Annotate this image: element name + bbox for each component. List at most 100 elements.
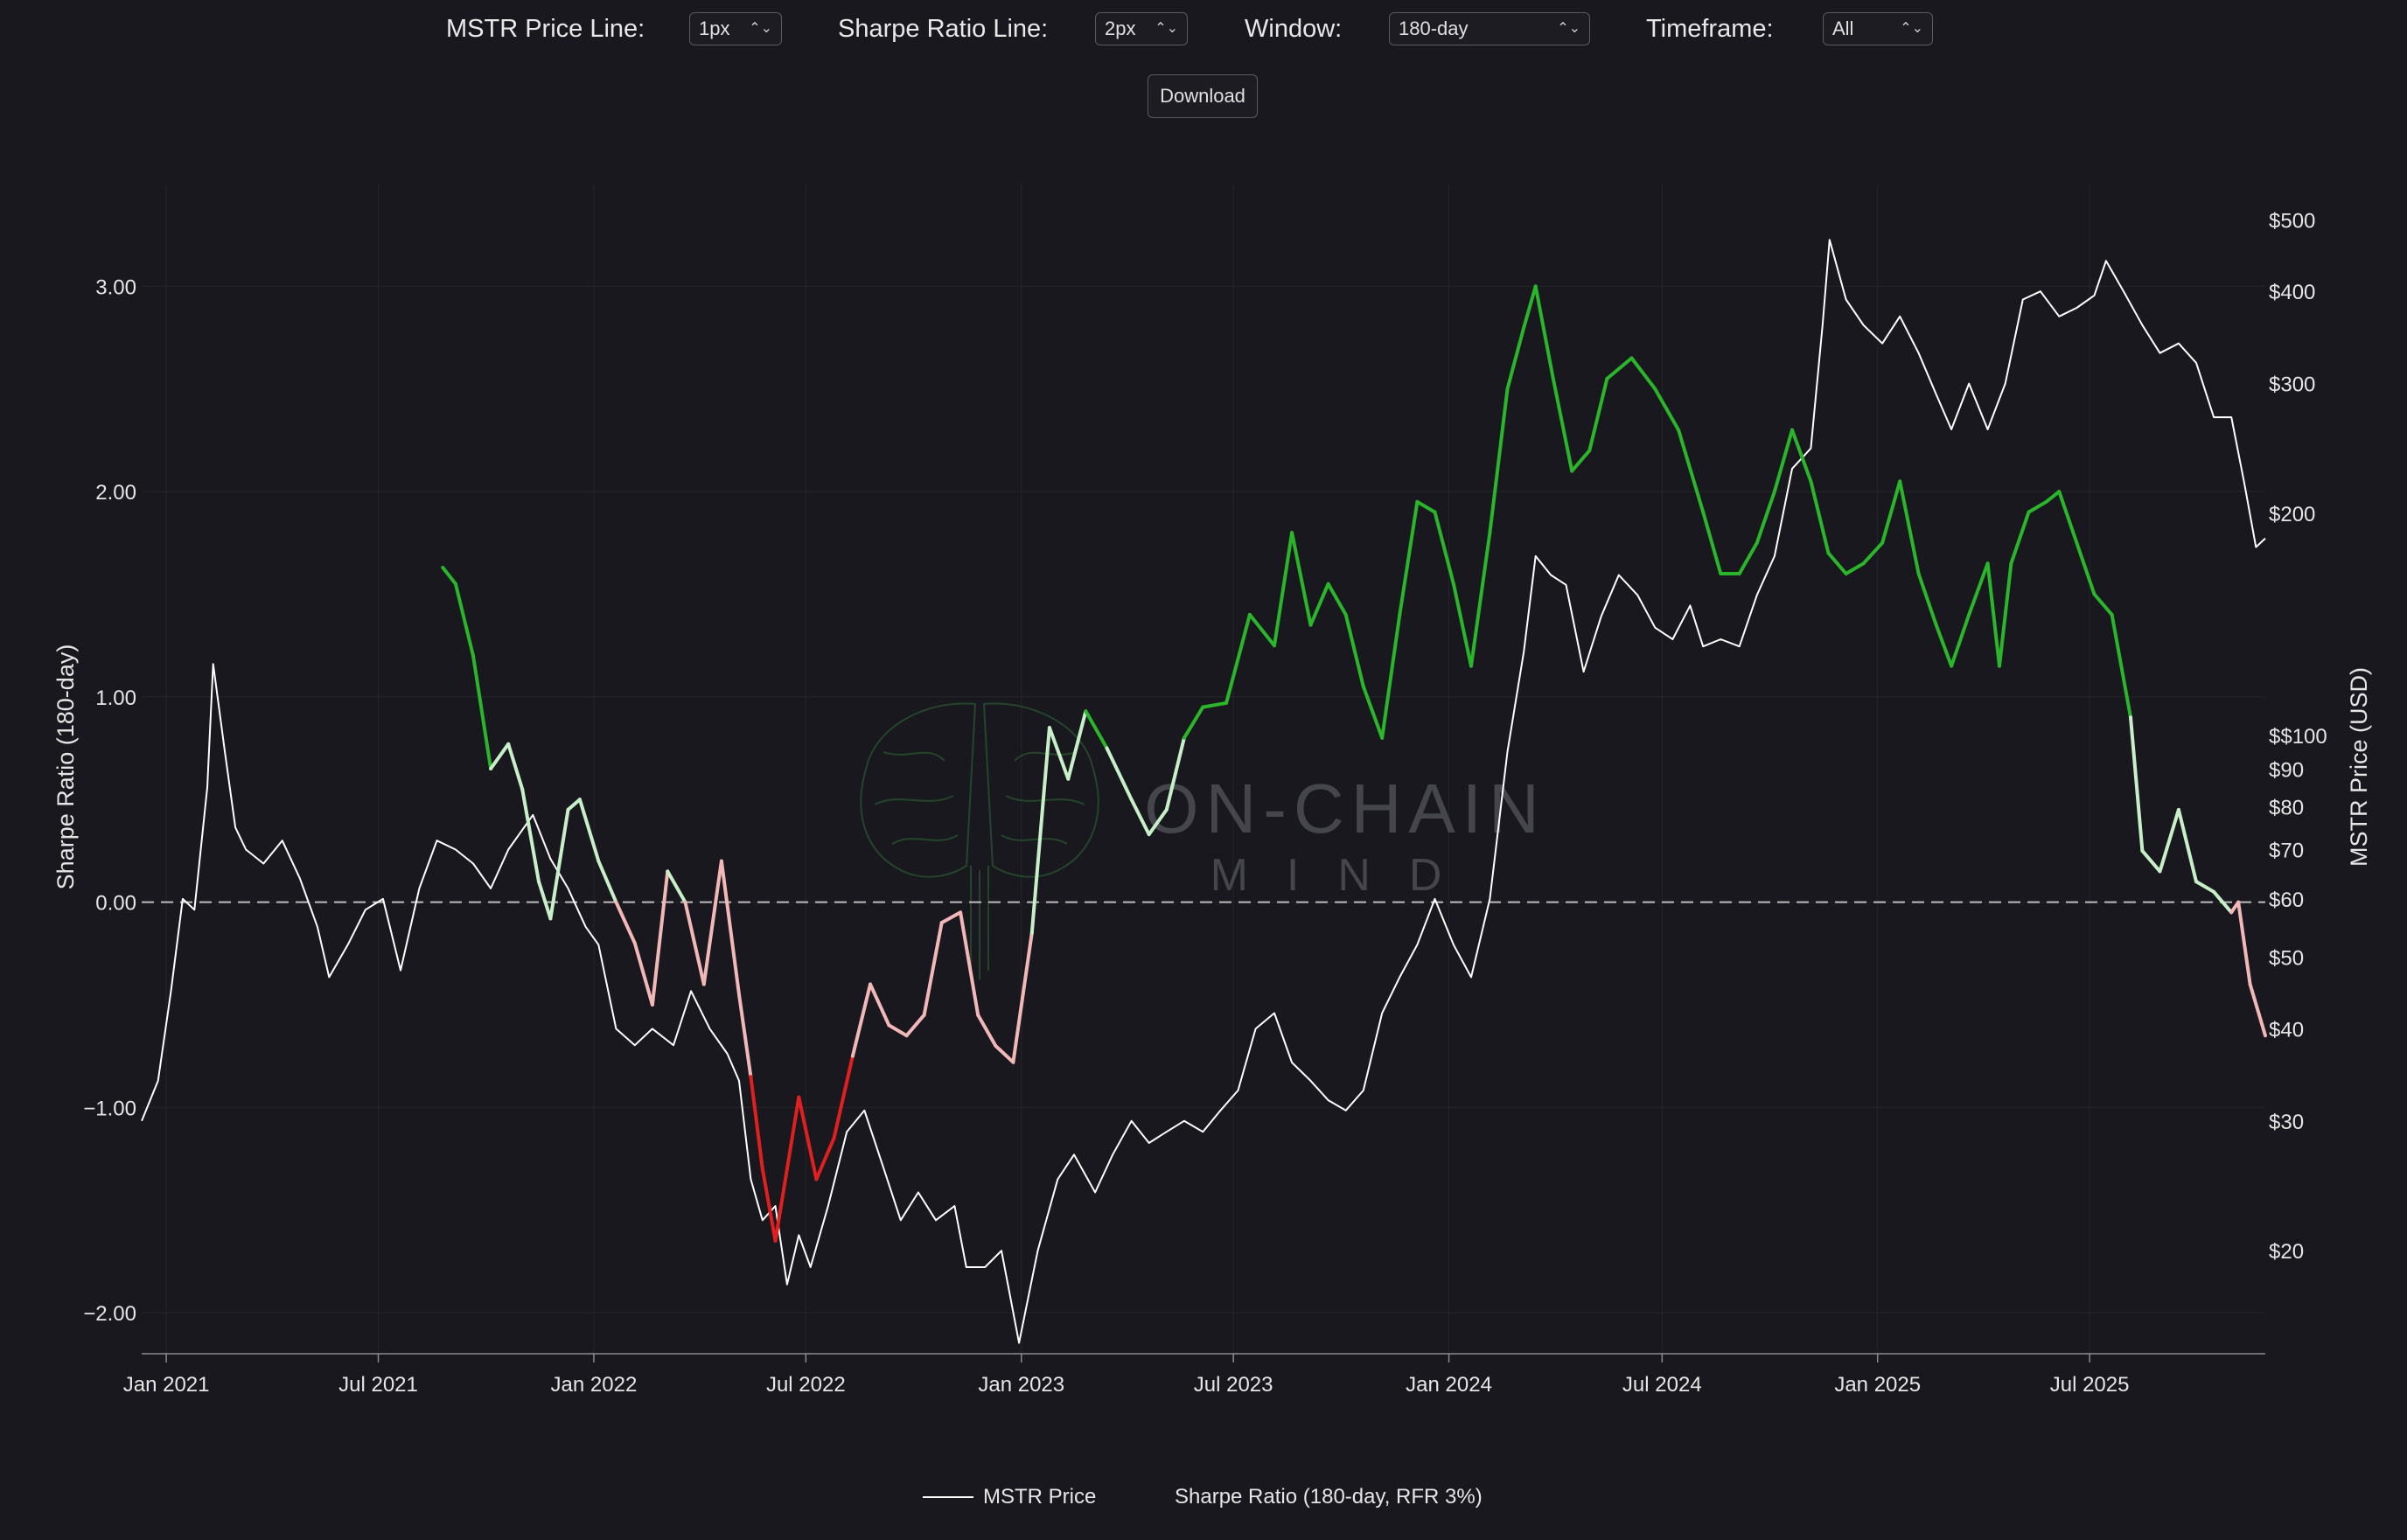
- y2-axis-label: MSTR Price (USD): [2346, 667, 2372, 867]
- y2-tick-label: $40: [2269, 1018, 2304, 1042]
- y2-tick-label: $30: [2269, 1111, 2304, 1134]
- sharpe-segment: [1998, 561, 2013, 668]
- sharpe-segment: [1224, 612, 1252, 705]
- timeframe-select[interactable]: All ⌃⌄: [1823, 12, 1933, 45]
- x-tick-label: Jan 2022: [551, 1373, 638, 1397]
- sharpe-segment: [1247, 612, 1276, 648]
- sharpe-segment: [2158, 807, 2180, 874]
- sharpe-line-label: Sharpe Ratio Line:: [838, 15, 1049, 43]
- sharpe-segment: [1488, 387, 1510, 535]
- legend-price-label: MSTR Price: [983, 1485, 1097, 1509]
- price-line-label: MSTR Price Line:: [446, 15, 645, 43]
- x-tick-label: Jul 2023: [1194, 1373, 1273, 1397]
- window-select[interactable]: 180-day ⌃⌄: [1389, 12, 1590, 45]
- y2-tick-label: $500: [2269, 210, 2315, 233]
- sharpe-segment: [904, 1013, 926, 1038]
- sharpe-segment: [566, 798, 582, 812]
- y2-tick-label: $80: [2269, 797, 2304, 820]
- y-axis-label: Sharpe Ratio (180-day): [52, 645, 79, 890]
- sharpe-line-select[interactable]: 2px ⌃⌄: [1095, 12, 1188, 45]
- sharpe-segment: [2110, 612, 2132, 720]
- y-tick-label: 2.00: [95, 481, 136, 505]
- chart-legend: MSTR Price Sharpe Ratio (180-day, RFR 3%…: [0, 1482, 2407, 1512]
- sharpe-segment: [548, 807, 570, 921]
- x-tick-label: Jul 2025: [2050, 1373, 2130, 1397]
- sharpe-segment: [939, 910, 963, 925]
- sharpe-segment: [814, 1136, 836, 1181]
- sharpe-segment: [1533, 284, 1555, 380]
- price-series: [141, 239, 2266, 1344]
- sharpe-segment: [1129, 798, 1151, 837]
- sharpe-segment: [2027, 499, 2048, 514]
- sharpe-segment: [666, 869, 687, 904]
- sharpe-segment: [1398, 499, 1420, 617]
- sharpe-segment: [2194, 880, 2216, 894]
- sharpe-segment: [577, 798, 601, 863]
- sharpe-segment: [2176, 807, 2198, 884]
- x-tick-label: Jul 2022: [766, 1373, 846, 1397]
- price-line-select[interactable]: 1px ⌃⌄: [689, 12, 782, 45]
- sharpe-segment: [1326, 582, 1348, 617]
- sharpe-segment: [1164, 735, 1186, 812]
- watermark: ON-CHAIN MIND: [860, 702, 1546, 979]
- sharpe-segment: [683, 900, 706, 986]
- watermark-line1: ON-CHAIN: [1144, 770, 1546, 847]
- up-down-chevron-icon: ⌃⌄: [1155, 21, 1178, 36]
- sharpe-segment: [614, 900, 637, 945]
- sharpe-segment: [760, 1167, 778, 1243]
- sharpe-segment: [832, 1054, 855, 1140]
- sharpe-segment: [1790, 428, 1813, 484]
- sharpe-segment: [1701, 510, 1723, 575]
- sharpe-segment: [1522, 284, 1538, 330]
- y2-tick-label: $200: [2269, 503, 2315, 526]
- x-tick-label: Jan 2023: [978, 1373, 1064, 1397]
- price-line: [141, 239, 2266, 1344]
- sharpe-segment: [1653, 387, 1681, 432]
- sharpe-segment: [1570, 449, 1592, 473]
- sharpe-segment: [994, 1043, 1015, 1064]
- sharpe-segment: [1273, 531, 1294, 648]
- y2-tick-label: $70: [2269, 839, 2304, 862]
- up-down-chevron-icon: ⌃⌄: [1557, 21, 1580, 36]
- sharpe-segment: [1433, 510, 1455, 586]
- sharpe-segment: [1147, 807, 1169, 837]
- sharpe-segment: [1343, 612, 1365, 689]
- sharpe-segment: [2212, 889, 2234, 915]
- sharpe-segment: [2236, 900, 2252, 986]
- price-line-select-value: 1px: [699, 17, 730, 39]
- chart-controls: MSTR Price Line: 1px ⌃⌄ Sharpe Ratio Lin…: [0, 10, 2407, 63]
- window-select-value: 180-day: [1399, 17, 1469, 39]
- sharpe-segment: [1844, 561, 1866, 575]
- up-down-chevron-icon: ⌃⌄: [1900, 21, 1923, 36]
- sharpe-segment: [2009, 510, 2031, 566]
- sharpe-segment: [2044, 490, 2062, 504]
- sharpe-segment: [1308, 582, 1330, 627]
- sharpe-segment: [1505, 325, 1526, 391]
- sharpe-segment: [1551, 377, 1574, 473]
- sharpe-segment: [1677, 428, 1706, 514]
- sharpe-segment: [506, 742, 525, 791]
- sharpe-line-select-value: 2px: [1105, 17, 1136, 39]
- y2-tick-label: $90: [2269, 758, 2304, 782]
- sharpe-segment: [1066, 709, 1088, 781]
- sharpe-segment: [1737, 540, 1759, 575]
- legend-price-swatch: [923, 1496, 973, 1498]
- sharpe-segment: [1950, 612, 1971, 668]
- sharpe-segment: [1105, 746, 1134, 802]
- sharpe-segment: [632, 941, 654, 1007]
- y-tick-label: 0.00: [95, 892, 136, 916]
- y2-tick-label: $400: [2269, 281, 2315, 304]
- sharpe-segment: [1809, 479, 1831, 555]
- sharpe-segment: [453, 582, 475, 658]
- window-label: Window:: [1245, 15, 1343, 43]
- sharpe-segment: [976, 1013, 998, 1048]
- x-tick-label: Jan 2024: [1406, 1373, 1492, 1397]
- sharpe-segment: [1934, 623, 1954, 668]
- brain-icon: [860, 702, 1099, 979]
- sharpe-segment: [1380, 612, 1402, 740]
- y2-tick-label: $50: [2269, 947, 2304, 971]
- sharpe-segment: [1985, 561, 2001, 668]
- sharpe-segment: [1011, 930, 1034, 1064]
- download-button[interactable]: Download: [1148, 74, 1258, 118]
